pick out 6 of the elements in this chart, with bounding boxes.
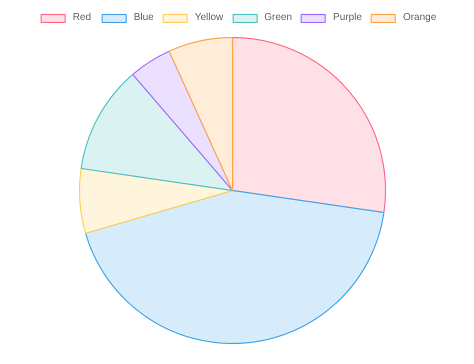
legend-label: Yellow	[194, 12, 224, 23]
legend-label: Red	[72, 12, 92, 23]
legend-label: Orange	[402, 12, 436, 23]
legend-label: Purple	[333, 12, 362, 23]
legend-label: Blue	[134, 12, 154, 23]
legend-label: Green	[264, 12, 292, 23]
